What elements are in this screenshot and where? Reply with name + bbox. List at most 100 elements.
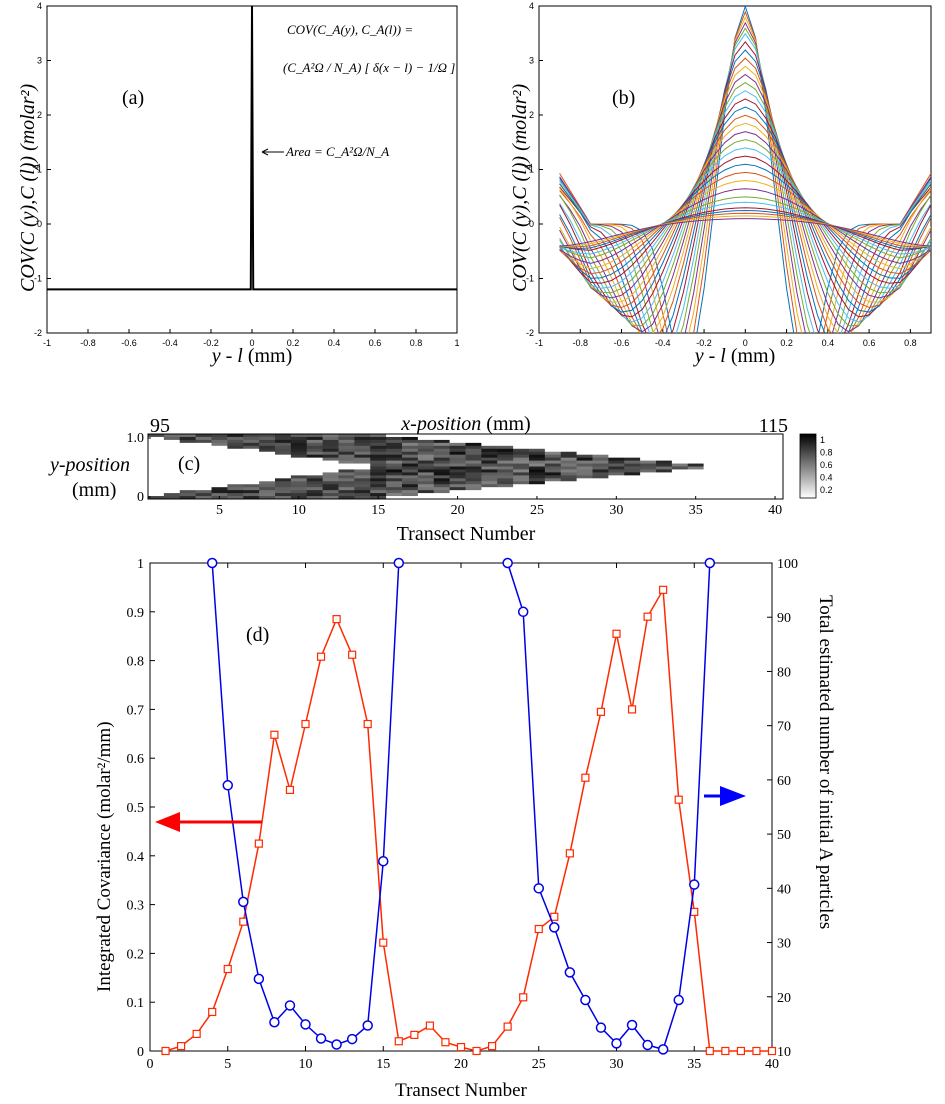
panel-c-cell bbox=[338, 434, 355, 438]
panel-c-cell bbox=[275, 496, 292, 500]
panel-c-cell bbox=[417, 484, 435, 488]
panel-c-cell bbox=[624, 445, 641, 450]
panel-c-cell bbox=[386, 484, 403, 488]
panel-c-cell bbox=[767, 460, 784, 464]
panel-c-top-left-value: 95 bbox=[150, 415, 170, 437]
panel-c-cell bbox=[529, 493, 546, 497]
panel-c-cell bbox=[465, 472, 482, 476]
panel-c-cell bbox=[163, 496, 181, 500]
panel-c-cell bbox=[481, 454, 498, 459]
panel-c-cell bbox=[465, 434, 482, 438]
panel-c-cell bbox=[751, 463, 768, 467]
panel-c-cell bbox=[465, 475, 482, 479]
panel-c-cell bbox=[290, 490, 308, 494]
panel-c-cell bbox=[243, 478, 260, 482]
panel-c-cell bbox=[433, 478, 451, 482]
panel-c-cell bbox=[465, 466, 482, 470]
panel-c-cell bbox=[544, 469, 562, 473]
panel-c-cell bbox=[370, 439, 387, 444]
panel-c-colorbar-tick-label: 0.2 bbox=[820, 485, 833, 495]
panel-c-cell bbox=[417, 469, 435, 473]
panel-c-cell bbox=[179, 487, 197, 491]
panel-b-ytick-label: 1 bbox=[529, 165, 534, 175]
panel-b-xtick-label: 0 bbox=[743, 338, 748, 348]
panel-c-cell bbox=[338, 445, 355, 450]
panel-c-cell bbox=[386, 442, 403, 447]
panel-c-cell bbox=[544, 478, 562, 482]
panel-c-cell bbox=[751, 466, 768, 470]
panel-c-cell bbox=[656, 472, 673, 476]
panel-c-cell bbox=[259, 466, 276, 470]
panel-c-cell bbox=[513, 478, 530, 482]
panel-c-cell bbox=[449, 434, 466, 438]
panel-c-cell bbox=[290, 439, 308, 444]
panel-c-cell bbox=[243, 493, 260, 497]
panel-b-series-line bbox=[559, 90, 931, 323]
panel-c-cell bbox=[386, 469, 403, 473]
panel-c-cell bbox=[449, 454, 466, 459]
panel-b-series-line bbox=[559, 98, 931, 318]
panel-c-cell bbox=[640, 472, 657, 476]
panel-a-ylabel: COV(C (y),C (l)) (molar²) bbox=[17, 83, 39, 292]
panel-c-cell bbox=[481, 487, 498, 491]
panel-c-cell bbox=[481, 478, 498, 482]
panel-c-cell bbox=[640, 445, 657, 450]
panel-c-cell bbox=[195, 436, 212, 441]
panel-c-cell bbox=[592, 445, 609, 450]
panel-c-cell bbox=[608, 460, 625, 464]
panel-c-cell bbox=[656, 434, 673, 438]
panel-c-cell bbox=[417, 466, 435, 470]
panel-c-cell bbox=[513, 442, 530, 447]
panel-d-left-marker bbox=[192, 1029, 201, 1039]
panel-d-right-series-line bbox=[506, 562, 711, 1051]
panel-c-cell bbox=[640, 496, 657, 500]
panel-d-right-marker bbox=[331, 1039, 342, 1050]
panel-c-cell bbox=[433, 490, 451, 494]
panel-c-cell bbox=[560, 478, 578, 482]
panel-a-xtick-label: -0.2 bbox=[203, 338, 219, 348]
panel-c-cell bbox=[703, 466, 720, 470]
panel-c-cell bbox=[290, 466, 308, 470]
panel-c-cell bbox=[370, 460, 387, 464]
panel-c-cell bbox=[179, 472, 197, 476]
panel-d-left-marker bbox=[612, 629, 621, 638]
panel-c-cell bbox=[243, 490, 260, 494]
panel-c-cell bbox=[148, 487, 165, 491]
panel-c-cell bbox=[671, 481, 689, 485]
panel-c-cell bbox=[211, 457, 228, 461]
panel-c-cell bbox=[148, 484, 165, 488]
panel-c-cell bbox=[338, 472, 355, 476]
panel-b-series-line bbox=[559, 196, 931, 259]
panel-c-cell bbox=[687, 493, 705, 497]
panel-c-cell bbox=[719, 460, 736, 464]
panel-c-cell bbox=[513, 490, 530, 494]
panel-c-cell bbox=[370, 445, 387, 450]
panel-c-cell bbox=[195, 463, 212, 467]
panel-c-cell bbox=[354, 466, 371, 470]
panel-c-cell bbox=[656, 469, 673, 473]
panel-c-cell bbox=[338, 469, 355, 473]
panel-c-cell bbox=[370, 487, 387, 491]
panel-c-cell bbox=[259, 442, 276, 447]
panel-c-cell bbox=[560, 484, 578, 488]
panel-c-cell bbox=[227, 493, 244, 497]
panel-c-cell bbox=[322, 490, 339, 494]
panel-c-cell bbox=[290, 472, 308, 476]
panel-c-cell bbox=[243, 451, 260, 456]
panel-d-ytick-right-label: 10 bbox=[777, 1045, 791, 1060]
panel-c-cell bbox=[465, 469, 482, 473]
panel-c-cell bbox=[481, 484, 498, 488]
panel-c-cell bbox=[703, 493, 720, 497]
panel-c-cell bbox=[513, 466, 530, 470]
panel-c-cell bbox=[529, 454, 546, 459]
panel-c-cell bbox=[656, 448, 673, 453]
panel-d-ytick-left-label: 0.3 bbox=[127, 899, 145, 914]
panel-c-cell bbox=[195, 454, 212, 459]
panel-c-cell bbox=[275, 445, 292, 450]
panel-c-cell bbox=[640, 463, 657, 467]
panel-c-cell bbox=[560, 434, 578, 438]
panel-c-cell bbox=[338, 463, 355, 467]
panel-c-cell bbox=[751, 490, 768, 494]
panel-c-cell bbox=[671, 434, 689, 438]
panel-c-cell bbox=[687, 442, 705, 447]
